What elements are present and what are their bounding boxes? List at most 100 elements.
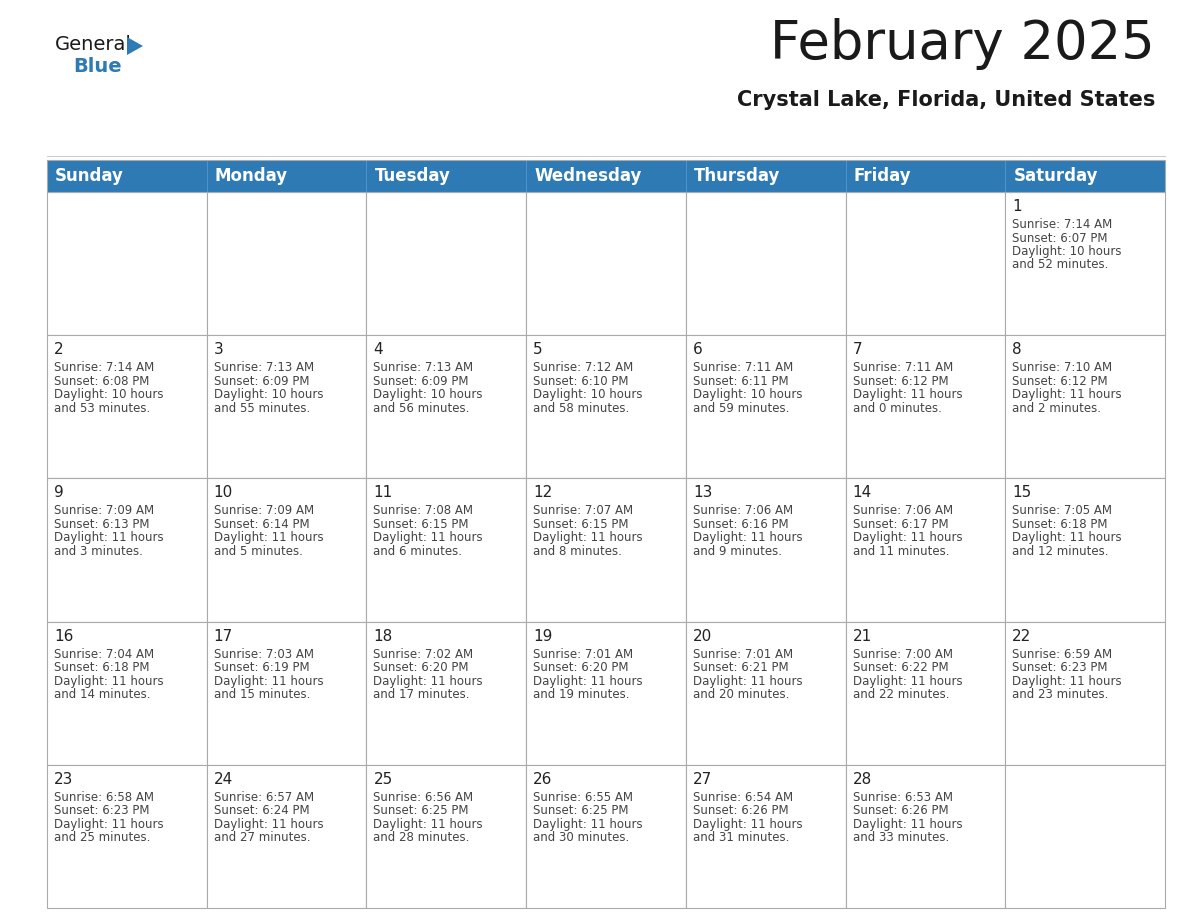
- Text: 22: 22: [1012, 629, 1031, 644]
- Text: Daylight: 10 hours: Daylight: 10 hours: [1012, 245, 1121, 258]
- Bar: [48, 621, 207, 765]
- Text: Sunset: 6:23 PM: Sunset: 6:23 PM: [53, 804, 150, 817]
- Bar: [48, 160, 1165, 192]
- Text: Sunset: 6:13 PM: Sunset: 6:13 PM: [53, 518, 150, 531]
- Text: Friday: Friday: [853, 167, 911, 185]
- Text: Sunrise: 7:06 AM: Sunrise: 7:06 AM: [853, 504, 953, 518]
- Text: and 53 minutes.: and 53 minutes.: [53, 402, 150, 415]
- Text: and 31 minutes.: and 31 minutes.: [693, 832, 789, 845]
- Text: 14: 14: [853, 486, 872, 500]
- Bar: [48, 160, 207, 192]
- Text: Daylight: 11 hours: Daylight: 11 hours: [373, 818, 484, 831]
- Text: and 25 minutes.: and 25 minutes.: [53, 832, 151, 845]
- Text: and 20 minutes.: and 20 minutes.: [693, 688, 789, 701]
- Text: Daylight: 10 hours: Daylight: 10 hours: [373, 388, 484, 401]
- Text: Monday: Monday: [215, 167, 287, 185]
- Bar: [207, 478, 366, 621]
- Polygon shape: [127, 37, 143, 55]
- Text: Sunset: 6:15 PM: Sunset: 6:15 PM: [533, 518, 628, 531]
- Text: Crystal Lake, Florida, United States: Crystal Lake, Florida, United States: [737, 90, 1155, 110]
- Text: 28: 28: [853, 772, 872, 787]
- Text: Sunset: 6:20 PM: Sunset: 6:20 PM: [533, 661, 628, 674]
- Text: February 2025: February 2025: [770, 18, 1155, 70]
- Text: Daylight: 11 hours: Daylight: 11 hours: [533, 818, 643, 831]
- Text: Daylight: 10 hours: Daylight: 10 hours: [693, 388, 802, 401]
- Bar: [526, 765, 685, 908]
- Text: Wednesday: Wednesday: [535, 167, 642, 185]
- Bar: [366, 765, 526, 908]
- Text: 20: 20: [693, 629, 712, 644]
- Text: and 5 minutes.: and 5 minutes.: [214, 545, 303, 558]
- Bar: [526, 160, 685, 192]
- Text: Sunset: 6:18 PM: Sunset: 6:18 PM: [1012, 518, 1107, 531]
- Text: 2: 2: [53, 342, 64, 357]
- Text: Daylight: 11 hours: Daylight: 11 hours: [214, 818, 323, 831]
- Bar: [846, 765, 1005, 908]
- Text: and 11 minutes.: and 11 minutes.: [853, 545, 949, 558]
- Text: Sunrise: 6:55 AM: Sunrise: 6:55 AM: [533, 790, 633, 804]
- Text: and 56 minutes.: and 56 minutes.: [373, 402, 469, 415]
- Text: Sunrise: 7:10 AM: Sunrise: 7:10 AM: [1012, 361, 1112, 375]
- Text: and 52 minutes.: and 52 minutes.: [1012, 259, 1108, 272]
- Text: Daylight: 11 hours: Daylight: 11 hours: [53, 675, 164, 688]
- Text: 13: 13: [693, 486, 713, 500]
- Bar: [846, 621, 1005, 765]
- Text: Sunset: 6:21 PM: Sunset: 6:21 PM: [693, 661, 789, 674]
- Text: Daylight: 11 hours: Daylight: 11 hours: [853, 388, 962, 401]
- Text: Sunset: 6:11 PM: Sunset: 6:11 PM: [693, 375, 789, 387]
- Text: and 6 minutes.: and 6 minutes.: [373, 545, 462, 558]
- Text: 1: 1: [1012, 199, 1022, 214]
- Text: Daylight: 10 hours: Daylight: 10 hours: [214, 388, 323, 401]
- Bar: [685, 335, 846, 478]
- Bar: [846, 478, 1005, 621]
- Text: Sunset: 6:07 PM: Sunset: 6:07 PM: [1012, 231, 1107, 244]
- Text: Daylight: 11 hours: Daylight: 11 hours: [53, 818, 164, 831]
- Text: Sunrise: 7:12 AM: Sunrise: 7:12 AM: [533, 361, 633, 375]
- Text: Sunset: 6:12 PM: Sunset: 6:12 PM: [1012, 375, 1108, 387]
- Bar: [207, 765, 366, 908]
- Text: Sunset: 6:20 PM: Sunset: 6:20 PM: [373, 661, 469, 674]
- Text: 18: 18: [373, 629, 393, 644]
- Text: Sunrise: 6:57 AM: Sunrise: 6:57 AM: [214, 790, 314, 804]
- Text: Sunrise: 7:06 AM: Sunrise: 7:06 AM: [693, 504, 792, 518]
- Bar: [846, 335, 1005, 478]
- Text: Saturday: Saturday: [1013, 167, 1098, 185]
- Text: Sunrise: 6:59 AM: Sunrise: 6:59 AM: [1012, 647, 1112, 661]
- Text: and 23 minutes.: and 23 minutes.: [1012, 688, 1108, 701]
- Text: 21: 21: [853, 629, 872, 644]
- Bar: [1005, 160, 1165, 192]
- Bar: [1005, 621, 1165, 765]
- Text: Sunrise: 7:13 AM: Sunrise: 7:13 AM: [214, 361, 314, 375]
- Bar: [207, 621, 366, 765]
- Text: and 0 minutes.: and 0 minutes.: [853, 402, 941, 415]
- Bar: [207, 192, 366, 335]
- Bar: [526, 621, 685, 765]
- Text: Sunset: 6:26 PM: Sunset: 6:26 PM: [853, 804, 948, 817]
- Text: Sunrise: 7:09 AM: Sunrise: 7:09 AM: [53, 504, 154, 518]
- Text: Sunset: 6:25 PM: Sunset: 6:25 PM: [533, 804, 628, 817]
- Bar: [48, 765, 207, 908]
- Text: Sunset: 6:09 PM: Sunset: 6:09 PM: [373, 375, 469, 387]
- Text: Sunrise: 7:14 AM: Sunrise: 7:14 AM: [1012, 218, 1112, 231]
- Text: and 17 minutes.: and 17 minutes.: [373, 688, 470, 701]
- Text: 15: 15: [1012, 486, 1031, 500]
- Text: Sunrise: 7:05 AM: Sunrise: 7:05 AM: [1012, 504, 1112, 518]
- Bar: [685, 478, 846, 621]
- Text: and 28 minutes.: and 28 minutes.: [373, 832, 469, 845]
- Text: Daylight: 11 hours: Daylight: 11 hours: [53, 532, 164, 544]
- Bar: [366, 621, 526, 765]
- Text: Daylight: 11 hours: Daylight: 11 hours: [533, 532, 643, 544]
- Text: 5: 5: [533, 342, 543, 357]
- Text: Tuesday: Tuesday: [374, 167, 450, 185]
- Text: 7: 7: [853, 342, 862, 357]
- Text: and 22 minutes.: and 22 minutes.: [853, 688, 949, 701]
- Text: and 30 minutes.: and 30 minutes.: [533, 832, 630, 845]
- Text: Thursday: Thursday: [694, 167, 781, 185]
- Text: and 3 minutes.: and 3 minutes.: [53, 545, 143, 558]
- Text: Sunset: 6:18 PM: Sunset: 6:18 PM: [53, 661, 150, 674]
- Text: Sunrise: 7:02 AM: Sunrise: 7:02 AM: [373, 647, 474, 661]
- Text: Sunday: Sunday: [55, 167, 124, 185]
- Bar: [366, 160, 526, 192]
- Bar: [685, 621, 846, 765]
- Text: 12: 12: [533, 486, 552, 500]
